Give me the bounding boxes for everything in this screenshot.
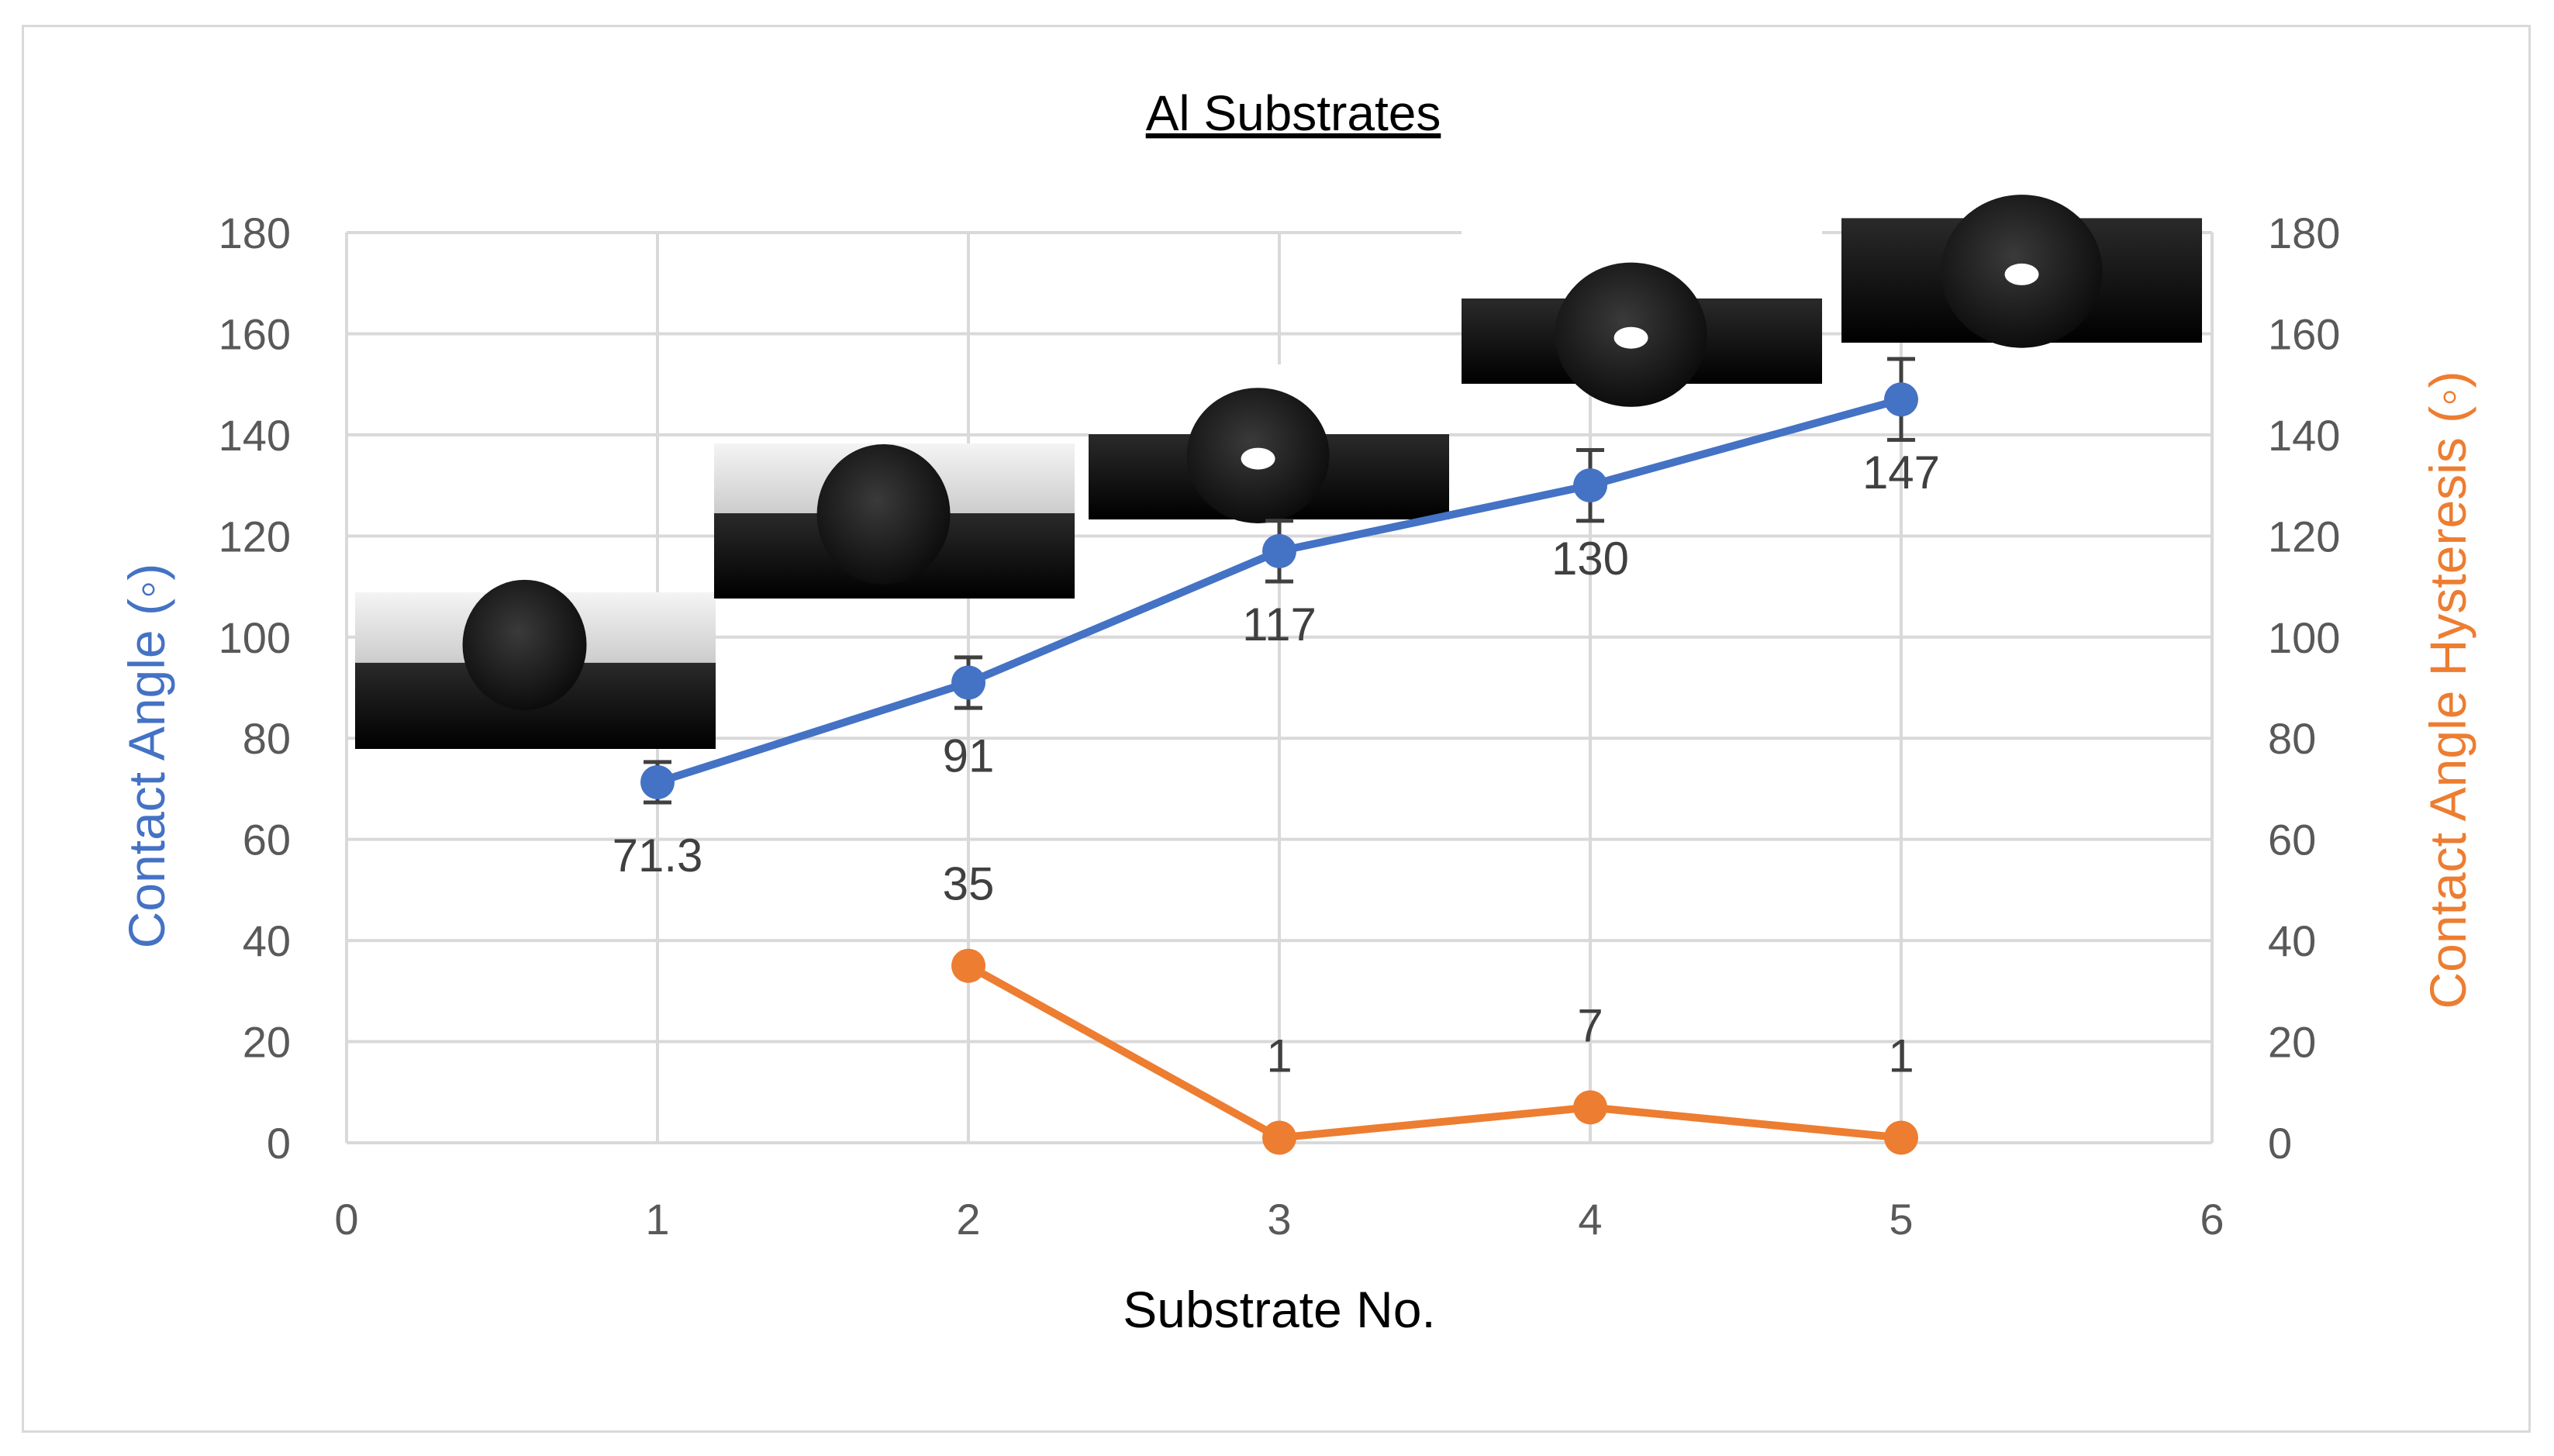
y2-axis-title: Contact Angle Hysteresis (◦) bbox=[2419, 371, 2476, 1009]
droplet-image bbox=[355, 579, 716, 749]
y-tick-label: 100 bbox=[219, 613, 291, 662]
y-axis-title: Contact Angle (◦) bbox=[118, 564, 175, 949]
x-axis-title: Substrate No. bbox=[1123, 1281, 1436, 1338]
y-tick-label: 120 bbox=[219, 512, 291, 561]
droplet-highlight bbox=[1241, 447, 1275, 470]
droplet-image bbox=[714, 443, 1075, 599]
chart-title: Al Substrates bbox=[1146, 85, 1441, 141]
hysteresis-data-label: 1 bbox=[1266, 1030, 1292, 1082]
y-tick-label: 140 bbox=[219, 411, 291, 460]
x-tick-label: 4 bbox=[1578, 1195, 1602, 1244]
y2-tick-label: 100 bbox=[2268, 613, 2340, 662]
y2-tick-label: 60 bbox=[2268, 816, 2316, 864]
droplet-highlight bbox=[1614, 326, 1648, 349]
droplet-image bbox=[1462, 229, 1822, 407]
hysteresis-data-label: 35 bbox=[943, 858, 995, 910]
y-tick-label: 80 bbox=[243, 714, 291, 763]
y2-tick-label: 0 bbox=[2268, 1119, 2292, 1168]
y-tick-label: 0 bbox=[267, 1119, 291, 1168]
y-tick-label: 160 bbox=[219, 309, 291, 358]
x-tick-label: 6 bbox=[2200, 1195, 2224, 1244]
hysteresis-point bbox=[1573, 1090, 1607, 1125]
hysteresis-point bbox=[951, 948, 985, 983]
droplet-image bbox=[1841, 116, 2202, 348]
contact-angle-point bbox=[1884, 382, 1918, 417]
contact-angle-data-label: 147 bbox=[1862, 447, 1940, 499]
hysteresis-data-label: 7 bbox=[1577, 999, 1603, 1051]
hysteresis-point bbox=[1884, 1120, 1918, 1155]
contact-angle-data-label: 117 bbox=[1242, 599, 1317, 650]
y-tick-label: 20 bbox=[243, 1018, 291, 1067]
droplet bbox=[816, 444, 951, 585]
x-tick-label: 1 bbox=[645, 1195, 669, 1244]
hysteresis-line bbox=[966, 962, 1902, 1142]
y-tick-label: 180 bbox=[219, 209, 291, 257]
x-tick-label: 5 bbox=[1889, 1195, 1913, 1244]
y2-tick-label: 40 bbox=[2268, 916, 2316, 965]
contact-angle-data-label: 130 bbox=[1551, 533, 1629, 585]
contact-angle-data-label: 91 bbox=[943, 730, 995, 781]
y2-tick-label: 140 bbox=[2268, 411, 2340, 460]
contact-angle-point bbox=[1573, 468, 1607, 503]
y-tick-label: 40 bbox=[243, 916, 291, 965]
x-tick-label: 2 bbox=[956, 1195, 980, 1244]
contact-angle-point bbox=[951, 665, 985, 700]
contact-angle-data-label: 71.3 bbox=[613, 830, 703, 882]
contact-angle-point bbox=[1262, 533, 1296, 568]
y2-tick-label: 180 bbox=[2268, 209, 2340, 257]
y-tick-label: 60 bbox=[243, 816, 291, 864]
droplet bbox=[462, 579, 587, 710]
y2-tick-label: 20 bbox=[2268, 1018, 2316, 1067]
hysteresis-point bbox=[1262, 1120, 1296, 1155]
hysteresis-data-label: 1 bbox=[1888, 1030, 1914, 1082]
droplet-image bbox=[1089, 364, 1449, 523]
y2-tick-label: 160 bbox=[2268, 309, 2340, 358]
x-tick-label: 3 bbox=[1267, 1195, 1291, 1244]
contact-angle-point bbox=[640, 764, 675, 799]
y2-tick-label: 80 bbox=[2268, 714, 2316, 763]
droplet-highlight bbox=[2004, 263, 2039, 285]
y2-tick-label: 120 bbox=[2268, 512, 2340, 561]
x-tick-label: 0 bbox=[334, 1195, 358, 1244]
